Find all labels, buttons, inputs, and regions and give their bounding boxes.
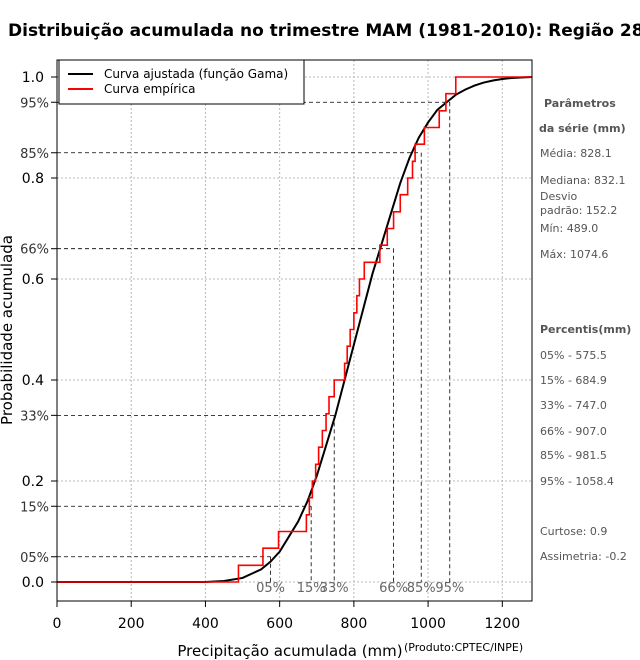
- y-tick-label-5: 1.0: [22, 70, 44, 86]
- y-tick-label-4: 0.8: [22, 171, 44, 187]
- pct-bottom-label-1: 15%: [297, 581, 326, 596]
- pct-bottom-label-4: 85%: [407, 581, 436, 596]
- params-heading-1: Parâmetros: [544, 97, 616, 110]
- side-panel: Parâmetros da série (mm) Média: 828.1 Me…: [539, 97, 631, 563]
- credit-text: (Produto:CPTEC/INPE): [404, 641, 523, 654]
- y-tick-label-2: 0.4: [22, 373, 44, 389]
- y-tick-label-0: 0.0: [22, 575, 44, 591]
- legend-label-fitted: Curva ajustada (função Gama): [104, 67, 288, 81]
- pct-axis-label-0: 05%: [20, 551, 49, 566]
- stat-media: Média: 828.1: [540, 147, 612, 160]
- x-axis: 0 200 400 600 800 1000 1200: [53, 601, 520, 632]
- pct-bottom-label-0: 05%: [256, 581, 285, 596]
- percentil-85: 85% - 981.5: [540, 449, 607, 462]
- pct-axis-label-2: 33%: [20, 409, 49, 424]
- series-line-fitted-gamma: [57, 76, 533, 583]
- x-tick-label-3: 600: [266, 616, 293, 632]
- legend: Curva ajustada (função Gama) Curva empír…: [58, 59, 305, 105]
- stat-assimetria: Assimetria: -0.2: [540, 550, 627, 563]
- percentile-axis-labels: 05%05%15%15%33%33%66%66%85%85%95%95%: [20, 96, 464, 596]
- stat-desvio-1: Desvio: [540, 190, 578, 203]
- y-axis: 0.0 0.2 0.4 0.6 0.8 1.0: [22, 70, 57, 591]
- stat-min: Mín: 489.0: [540, 222, 598, 235]
- legend-label-empirical: Curva empírica: [104, 82, 195, 96]
- percentis-heading: Percentis(mm): [540, 323, 631, 336]
- stat-curtose: Curtose: 0.9: [540, 525, 607, 538]
- stat-max: Máx: 1074.6: [540, 248, 608, 261]
- pct-axis-label-1: 15%: [20, 500, 49, 515]
- x-tick-label-2: 400: [192, 616, 219, 632]
- percentil-05: 05% - 575.5: [540, 349, 607, 362]
- x-tick-label-6: 1200: [484, 616, 520, 632]
- stat-desvio-2: padrão: 152.2: [540, 204, 617, 217]
- y-axis-label: Probabilidade acumulada: [0, 235, 16, 425]
- plot-frame: [56, 59, 533, 602]
- pct-bottom-label-5: 95%: [435, 581, 464, 596]
- params-heading-2: da série (mm): [539, 122, 626, 135]
- y-tick-label-1: 0.2: [22, 474, 44, 490]
- percentile-reference-lines: [57, 101, 451, 582]
- x-tick-label-0: 0: [53, 616, 62, 632]
- percentil-33: 33% - 747.0: [540, 399, 607, 412]
- x-tick-label-4: 800: [341, 616, 368, 632]
- grid: [56, 60, 532, 601]
- y-tick-label-3: 0.6: [22, 272, 44, 288]
- pct-axis-label-5: 95%: [20, 96, 49, 111]
- x-tick-label-5: 1000: [410, 616, 446, 632]
- stat-mediana: Mediana: 832.1: [540, 174, 625, 187]
- legend-box: [58, 59, 305, 105]
- pct-axis-label-4: 85%: [20, 147, 49, 162]
- percentil-66: 66% - 907.0: [540, 425, 607, 438]
- x-tick-label-1: 200: [118, 616, 145, 632]
- pct-bottom-label-3: 66%: [379, 581, 408, 596]
- pct-axis-label-3: 66%: [20, 243, 49, 258]
- percentil-95: 95% - 1058.4: [540, 475, 614, 488]
- x-axis-label: Precipitação acumulada (mm): [177, 642, 402, 660]
- chart-title: Distribuição acumulada no trimestre MAM …: [8, 21, 640, 41]
- series-layer: [57, 76, 533, 583]
- series-line-empirical: [57, 76, 532, 583]
- percentil-15: 15% - 684.9: [540, 374, 607, 387]
- pct-bottom-label-2: 33%: [320, 581, 349, 596]
